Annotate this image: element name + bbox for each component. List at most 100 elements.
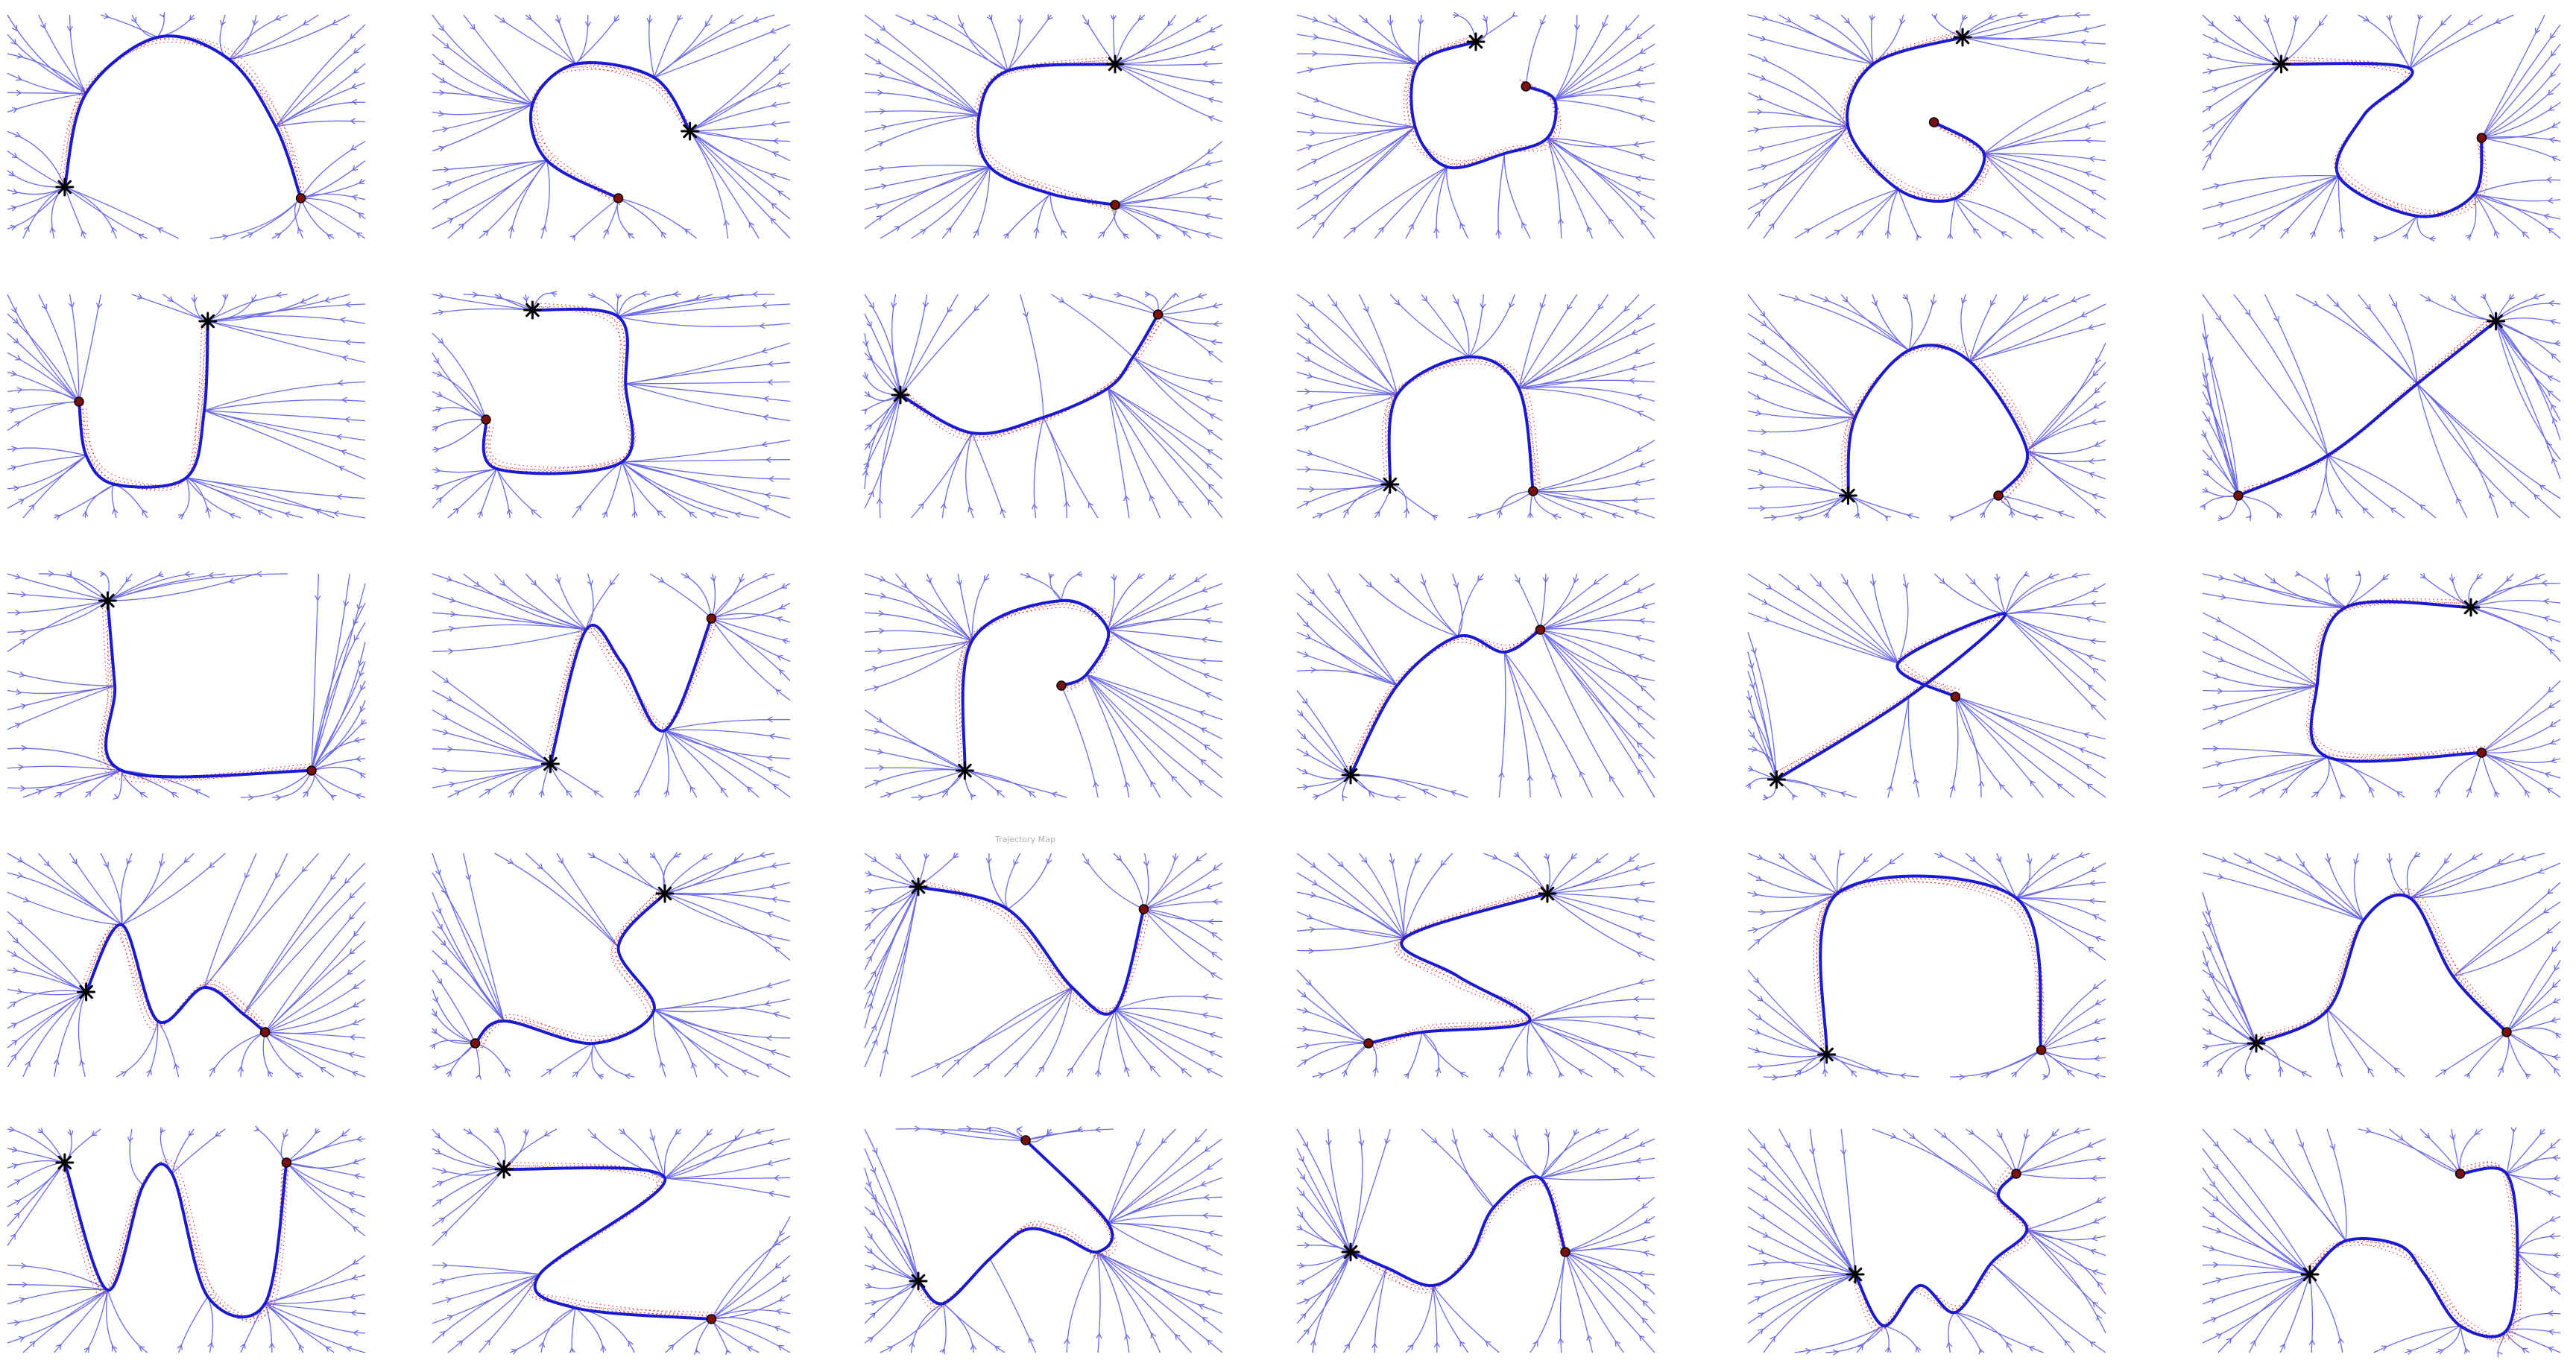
streamline xyxy=(864,1148,919,1282)
flow-arrowhead xyxy=(496,293,503,300)
flow-arrowhead xyxy=(2216,1067,2223,1075)
streamline xyxy=(965,432,974,519)
flow-arrowhead xyxy=(247,794,254,801)
flow-arrowhead xyxy=(1636,951,1643,958)
flow-arrowhead xyxy=(874,727,880,735)
streamline xyxy=(525,14,576,65)
flow-arrowhead xyxy=(1641,685,1647,692)
flow-arrowhead xyxy=(1309,300,1316,307)
streamline xyxy=(1086,674,1223,740)
flow-arrowhead xyxy=(2299,861,2305,867)
streamline xyxy=(710,1235,791,1320)
flow-arrowhead xyxy=(341,449,347,455)
flow-arrowhead xyxy=(1305,979,1312,986)
flow-arrowhead xyxy=(1633,141,1640,148)
flow-arrowhead xyxy=(1637,722,1644,728)
flow-arrowhead xyxy=(1309,926,1316,933)
streamline xyxy=(1747,989,1828,1055)
streamline xyxy=(432,72,533,105)
flow-arrowhead xyxy=(2424,1133,2431,1139)
flow-arrowhead xyxy=(1431,1137,1438,1144)
streamline xyxy=(275,63,366,127)
streamline xyxy=(1049,573,1062,601)
flow-arrowhead xyxy=(508,226,515,233)
flow-arrowhead xyxy=(871,907,877,914)
streamline xyxy=(1113,294,1159,315)
streamline xyxy=(1810,14,1874,65)
streamline xyxy=(2202,754,2329,769)
flow-arrowhead xyxy=(779,604,786,610)
flow-arrowhead xyxy=(1307,373,1313,379)
streamline xyxy=(2410,853,2514,899)
flow-arrowhead xyxy=(1644,1218,1650,1224)
flow-arrowhead xyxy=(2084,123,2091,130)
streamline xyxy=(1503,651,1562,798)
flow-arrowhead xyxy=(2550,739,2557,745)
streamlines xyxy=(2202,14,2561,242)
flow-arrowhead xyxy=(1305,633,1312,639)
flow-arrowhead xyxy=(2373,235,2379,242)
streamline xyxy=(689,82,791,132)
flow-arrowhead xyxy=(2549,318,2556,325)
flow-arrowhead xyxy=(2050,853,2056,860)
trajectory-panel xyxy=(7,570,367,801)
streamline xyxy=(1432,1285,1469,1353)
flow-arrowhead xyxy=(1557,1338,1565,1344)
flow-arrowhead xyxy=(1403,1072,1409,1079)
streamline xyxy=(689,130,791,239)
flow-arrowhead xyxy=(10,1001,16,1008)
flow-arrowhead xyxy=(773,1011,780,1018)
demonstration-trace xyxy=(1847,344,2028,496)
streamline xyxy=(2481,43,2561,139)
flow-arrowhead xyxy=(1890,1133,1897,1139)
flow-arrowhead xyxy=(349,914,355,920)
streamline xyxy=(7,186,66,195)
streamline xyxy=(1389,484,1438,519)
streamline xyxy=(1965,853,2017,899)
flow-arrowhead xyxy=(10,1053,16,1060)
streamline xyxy=(2295,1128,2346,1242)
flow-arrowhead xyxy=(865,442,871,449)
streamline xyxy=(864,612,973,642)
flow-arrowhead xyxy=(774,1325,780,1332)
streamline xyxy=(474,1043,481,1078)
demonstration-trace xyxy=(961,604,1108,768)
streamline xyxy=(625,361,791,385)
streamline xyxy=(1296,1028,1369,1044)
flow-arrowhead xyxy=(701,854,708,860)
demonstration-trace xyxy=(977,63,1116,206)
streamline xyxy=(2041,1049,2106,1060)
flow-arrowhead xyxy=(984,1063,991,1069)
flow-arrowhead xyxy=(343,601,350,607)
flow-arrowhead xyxy=(2520,855,2527,862)
flow-arrowhead xyxy=(178,514,185,520)
demonstration-trace xyxy=(2255,894,2507,1044)
streamline xyxy=(106,1289,117,1353)
flow-arrowhead xyxy=(886,791,892,798)
demonstration-trace xyxy=(86,313,209,491)
streamline xyxy=(664,892,791,902)
streamline xyxy=(2015,853,2059,899)
flow-arrowhead xyxy=(2456,497,2462,504)
flow-arrowhead xyxy=(431,1028,438,1034)
demonstration-trace xyxy=(2237,317,2497,496)
flow-arrowhead xyxy=(1785,16,1792,22)
flow-arrowhead xyxy=(1746,695,1752,701)
flow-arrowhead xyxy=(1172,855,1179,862)
flow-arrowhead xyxy=(1816,581,1822,588)
streamline xyxy=(1825,189,1899,239)
streamline xyxy=(1962,37,2106,45)
start-point xyxy=(706,613,717,624)
streamline xyxy=(2015,853,2091,899)
demonstration-trace xyxy=(1371,889,1548,1046)
trajectory-panel xyxy=(432,14,791,241)
start-point xyxy=(281,1157,292,1168)
flow-arrowhead xyxy=(2215,616,2222,623)
flow-arrowhead xyxy=(761,440,768,448)
streamline xyxy=(265,1303,335,1353)
flow-arrowhead xyxy=(14,421,21,427)
streamline xyxy=(1368,1043,1377,1078)
flow-arrowhead xyxy=(2220,593,2227,601)
demonstration-trace xyxy=(2253,891,2508,1042)
flow-arrowhead xyxy=(28,504,35,510)
